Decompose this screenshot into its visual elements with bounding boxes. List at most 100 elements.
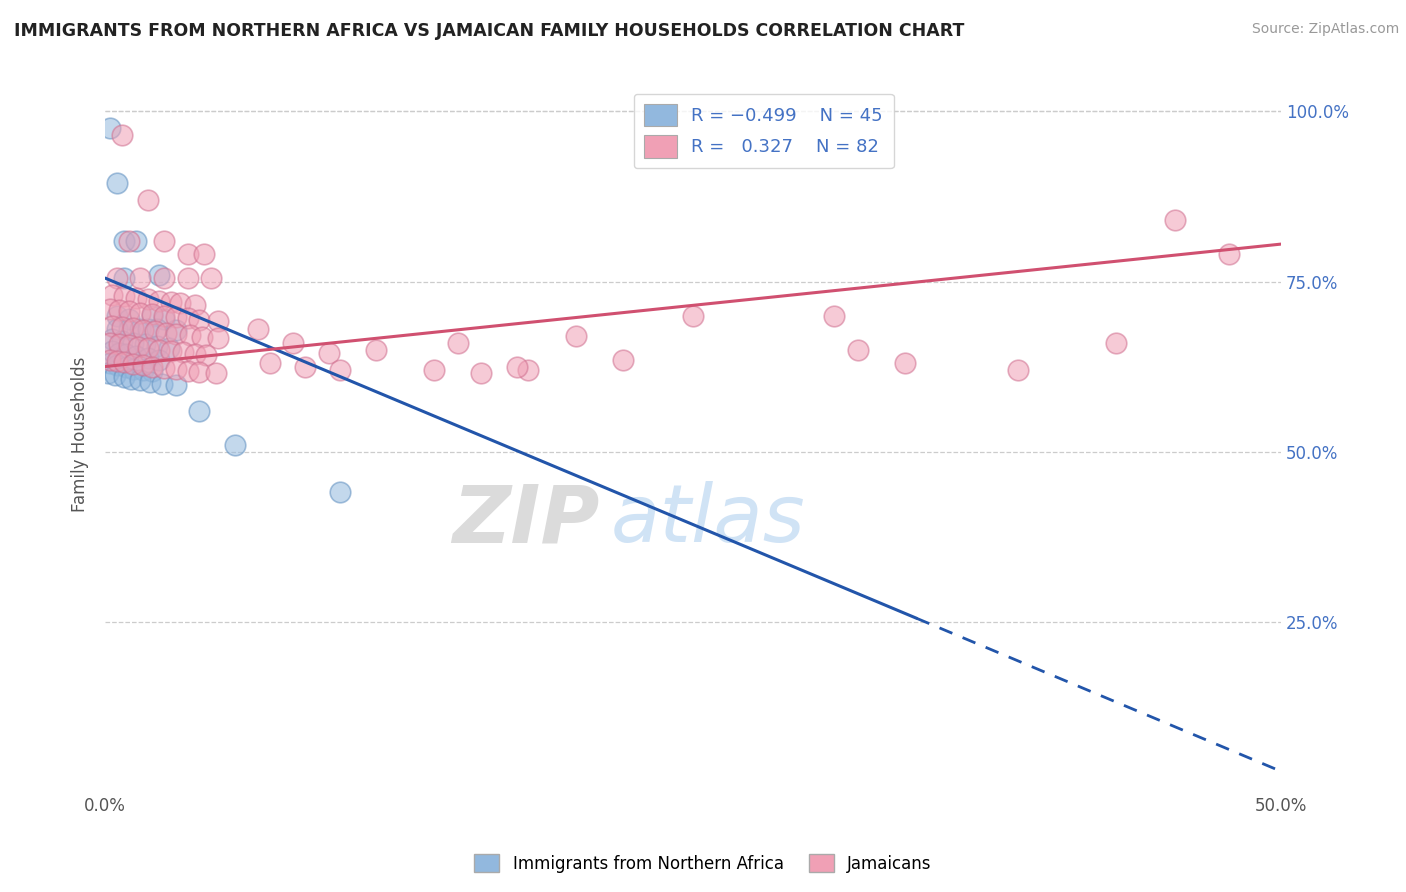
Point <box>105 309 128 323</box>
Point <box>846 343 869 357</box>
Point <box>157 341 180 355</box>
Point <box>125 234 148 248</box>
Point <box>165 310 187 324</box>
Point <box>153 234 176 248</box>
Point <box>1218 247 1240 261</box>
Point <box>122 321 145 335</box>
Point <box>517 363 540 377</box>
Point <box>176 364 198 378</box>
Point <box>183 346 205 360</box>
Point <box>150 376 173 391</box>
Point <box>283 335 305 350</box>
Point <box>423 363 446 377</box>
Point <box>125 349 148 363</box>
Point <box>112 289 135 303</box>
Point <box>115 347 138 361</box>
Point <box>98 301 121 316</box>
Point <box>612 352 634 367</box>
Point <box>120 372 142 386</box>
Point <box>132 323 155 337</box>
Point <box>165 326 187 341</box>
Point <box>188 403 211 417</box>
Point <box>115 359 138 374</box>
Point <box>564 329 586 343</box>
Point <box>118 234 141 248</box>
Point <box>364 343 387 357</box>
Point <box>141 359 163 374</box>
Point <box>1007 363 1029 377</box>
Point <box>118 304 141 318</box>
Point <box>146 339 169 353</box>
Legend: R = −0.499    N = 45, R =   0.327    N = 82: R = −0.499 N = 45, R = 0.327 N = 82 <box>634 94 894 169</box>
Text: Source: ZipAtlas.com: Source: ZipAtlas.com <box>1251 22 1399 37</box>
Point <box>294 359 316 374</box>
Point <box>176 311 198 326</box>
Point <box>148 352 170 367</box>
Point <box>200 271 222 285</box>
Point <box>160 343 183 358</box>
Point <box>101 332 124 346</box>
Point <box>506 359 529 374</box>
Point <box>108 337 131 351</box>
Point <box>105 271 128 285</box>
Point <box>169 296 191 310</box>
Point <box>105 176 128 190</box>
Point <box>132 358 155 372</box>
Point <box>111 320 134 334</box>
Point <box>153 312 176 326</box>
Point <box>143 324 166 338</box>
Point <box>136 292 159 306</box>
Point <box>118 338 141 352</box>
Point <box>98 352 121 367</box>
Point <box>141 364 163 378</box>
Point <box>148 293 170 308</box>
Point <box>160 294 183 309</box>
Point <box>155 326 177 340</box>
Point <box>105 358 128 372</box>
Point <box>247 322 270 336</box>
Point <box>153 271 176 285</box>
Point <box>129 322 152 336</box>
Point <box>139 375 162 389</box>
Point <box>98 335 121 350</box>
Point <box>207 314 229 328</box>
Point <box>132 363 155 377</box>
Y-axis label: Family Households: Family Households <box>72 357 89 512</box>
Point <box>122 335 145 350</box>
Point <box>111 128 134 143</box>
Point <box>190 329 212 343</box>
Point <box>318 346 340 360</box>
Point <box>447 335 470 350</box>
Point <box>148 343 170 357</box>
Point <box>122 361 145 376</box>
Point <box>193 247 215 261</box>
Point <box>329 363 352 377</box>
Point <box>118 322 141 336</box>
Point <box>101 288 124 302</box>
Point <box>195 348 218 362</box>
Point <box>129 373 152 387</box>
Point <box>134 337 156 351</box>
Point <box>97 367 120 381</box>
Point <box>111 334 134 349</box>
Point <box>165 324 187 338</box>
Point <box>141 309 163 323</box>
Point <box>165 378 187 392</box>
Text: IMMIGRANTS FROM NORTHERN AFRICA VS JAMAICAN FAMILY HOUSEHOLDS CORRELATION CHART: IMMIGRANTS FROM NORTHERN AFRICA VS JAMAI… <box>14 22 965 40</box>
Point <box>179 328 201 343</box>
Point <box>118 312 141 326</box>
Point <box>98 356 121 370</box>
Point <box>176 271 198 285</box>
Point <box>153 309 176 323</box>
Point <box>176 247 198 261</box>
Legend: Immigrants from Northern Africa, Jamaicans: Immigrants from Northern Africa, Jamaica… <box>468 847 938 880</box>
Point <box>136 341 159 355</box>
Point <box>207 331 229 345</box>
Point <box>105 354 128 368</box>
Point <box>188 365 211 379</box>
Point <box>148 268 170 282</box>
Text: atlas: atlas <box>610 482 806 559</box>
Point <box>823 309 845 323</box>
Point <box>101 343 124 358</box>
Point <box>112 271 135 285</box>
